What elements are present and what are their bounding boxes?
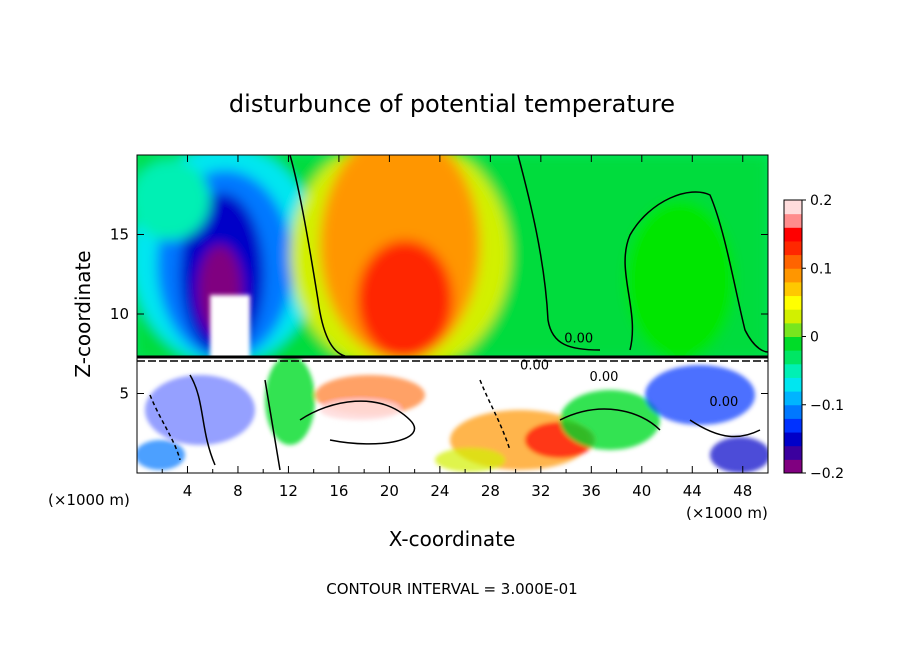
colorbar-swatch <box>784 240 802 256</box>
lower-contour-3 <box>299 400 416 445</box>
lower-contour-7 <box>479 379 511 451</box>
colorbar-swatch <box>784 336 802 351</box>
y-axis-ticks: 5 10 15 <box>110 226 768 403</box>
lower-contour-4 <box>559 408 661 431</box>
x-tick-label: 28 <box>481 482 500 500</box>
boundary-layer <box>137 355 768 473</box>
warm-band-core <box>357 240 453 360</box>
x-axis-ticks: 4 8 12 16 20 24 28 32 36 40 44 48 <box>161 155 752 500</box>
contour-label: 0.00 <box>520 359 549 374</box>
x-unit-right: (×1000 m) <box>686 504 768 522</box>
contour-labels: 0.00 0.00 0.00 0.00 <box>520 332 738 411</box>
colorbar-swatch <box>784 268 802 283</box>
colorbar-swatch <box>784 309 802 324</box>
x-tick-label: 40 <box>632 482 651 500</box>
colorbar-swatch <box>784 377 802 392</box>
x-tick-label: 4 <box>183 482 193 500</box>
colorbar-swatch <box>784 404 802 419</box>
contour-label: 0.00 <box>589 370 618 385</box>
cyan-region-left <box>137 160 210 240</box>
colorbar-tick-label: 0.1 <box>810 261 832 277</box>
y-tick-label: 5 <box>119 385 129 403</box>
colorbar-swatch <box>784 295 802 310</box>
white-peak <box>210 295 250 360</box>
x-tick-label: 20 <box>380 482 399 500</box>
lower-contour-5 <box>689 419 761 438</box>
zero-contour-plume <box>624 191 768 353</box>
x-tick-label: 8 <box>233 482 243 500</box>
x-unit-left: (×1000 m) <box>48 491 130 509</box>
colorbar-swatch <box>784 432 802 447</box>
chart-title: disturbunce of potential temperature <box>229 90 675 118</box>
contour-label: 0.00 <box>709 395 738 410</box>
colorbar-tick-label: −0.1 <box>810 398 844 414</box>
colorbar-swatch <box>784 350 802 365</box>
colorbar-swatch <box>784 254 802 269</box>
colorbar-swatch <box>784 445 802 460</box>
colorbar-tick-label: 0 <box>810 330 819 346</box>
colorbar-swatch <box>784 391 802 406</box>
green-plume <box>625 200 735 360</box>
colorbar-swatch <box>784 322 802 337</box>
x-tick-label: 48 <box>733 482 752 500</box>
colorbar-swatch <box>784 418 802 433</box>
footer-contour-interval: CONTOUR INTERVAL = 3.000E-01 <box>326 580 577 598</box>
colorbar-swatch <box>784 213 802 228</box>
colorbar-swatch <box>784 200 802 215</box>
colorbar-swatch <box>784 227 802 242</box>
colorbar-swatch <box>784 363 802 378</box>
y-tick-label: 15 <box>110 226 129 244</box>
x-axis-label: X-coordinate <box>389 527 516 551</box>
zero-contour-right <box>517 155 601 351</box>
colorbar <box>783 199 803 474</box>
plot-area: 0.00 0.00 0.00 0.00 <box>137 155 768 473</box>
lower-contour-2 <box>264 379 281 471</box>
x-tick-label: 12 <box>279 482 298 500</box>
colorbar-swatch <box>784 281 802 297</box>
lower-contour-6 <box>149 394 181 461</box>
x-tick-label: 32 <box>531 482 550 500</box>
colorbar-swatch <box>784 459 802 474</box>
lower-contour-1 <box>189 374 216 466</box>
contour-lines <box>137 155 768 471</box>
x-tick-label: 36 <box>582 482 601 500</box>
colorbar-tick-label: −0.2 <box>810 466 844 482</box>
zero-contour-left <box>289 155 346 357</box>
x-tick-label: 16 <box>329 482 348 500</box>
y-axis-label: Z-coordinate <box>71 250 95 377</box>
colorbar-labels: 0.2 0.1 0 −0.1 −0.2 <box>802 193 844 482</box>
colorbar-tick-label: 0.2 <box>810 193 832 209</box>
x-tick-label: 24 <box>430 482 449 500</box>
y-tick-label: 10 <box>110 305 129 323</box>
x-tick-label: 44 <box>683 482 702 500</box>
contour-label: 0.00 <box>564 332 593 347</box>
